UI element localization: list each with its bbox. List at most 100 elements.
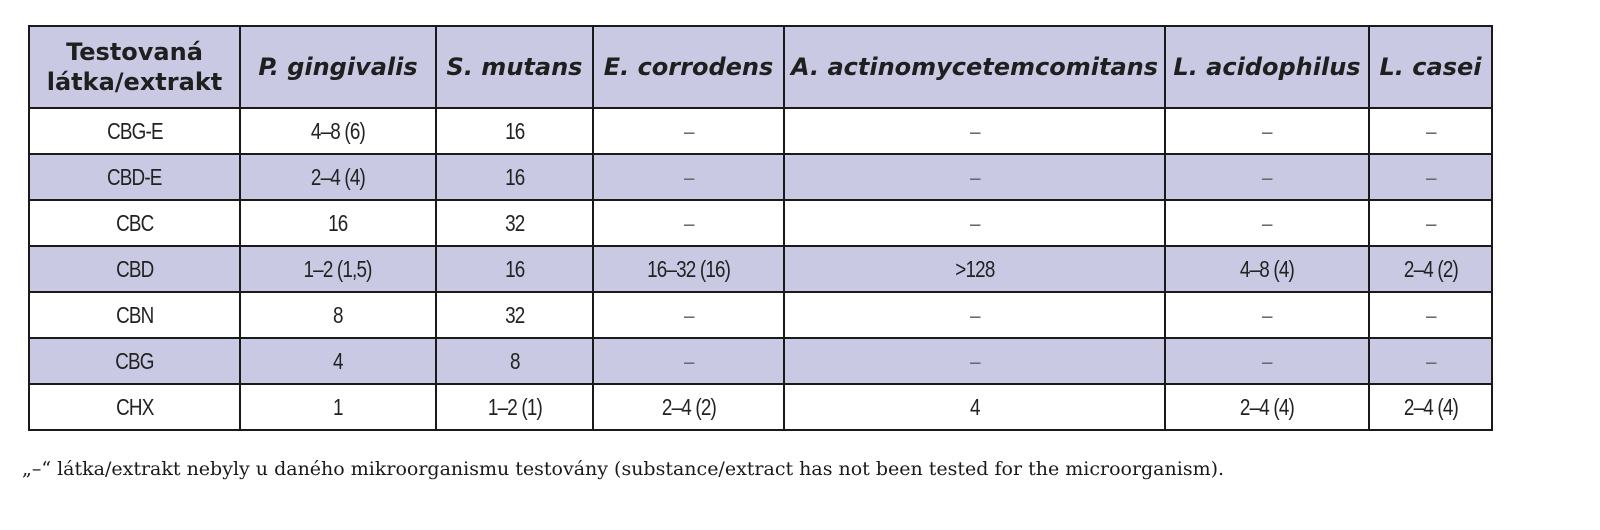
cell-text: –: [1262, 117, 1272, 144]
table-cell: 2–4 (2): [592, 383, 785, 431]
table-row: CBG 4 8 – – – –: [28, 337, 1493, 385]
header-l-acidophilus: L. acidophilus: [1164, 25, 1370, 109]
table-row: CHX 1 1–2 (1) 2–4 (2) 4 2–4 (4) 2–4 (4): [28, 383, 1493, 431]
cell-text: 4: [969, 393, 980, 420]
table-row: CBD 1–2 (1,5) 16 16–32 (16) >128 4–8 (4)…: [28, 245, 1493, 293]
cell-text: 16: [504, 255, 525, 282]
table-cell: 32: [435, 199, 594, 247]
header-e-corrodens: E. corrodens: [592, 25, 785, 109]
cell-text: –: [683, 163, 694, 190]
cell-text: 1–2 (1): [487, 393, 542, 420]
table-cell: –: [783, 337, 1166, 385]
table-cell-substance: CBD: [28, 245, 241, 293]
cell-text: –: [969, 209, 980, 236]
cell-text: –: [969, 117, 980, 144]
cell-text: –: [969, 301, 980, 328]
cell-text: 2–4 (4): [1403, 393, 1458, 420]
table-cell: 2–4 (4): [239, 153, 437, 201]
cell-text: CBG-E: [106, 117, 163, 144]
table-cell: –: [592, 107, 785, 155]
cell-text: –: [1425, 163, 1436, 190]
table-cell: –: [783, 153, 1166, 201]
header-tested-substance: Testovaná látka/extrakt: [28, 25, 241, 109]
table-cell-substance: CBD-E: [28, 153, 241, 201]
cell-text: –: [1262, 163, 1272, 190]
cell-text: 16: [328, 209, 348, 236]
header-p-gingivalis: P. gingivalis: [239, 25, 437, 109]
cell-text: –: [969, 347, 980, 374]
cell-text: 8: [509, 347, 520, 374]
table-cell: 16: [239, 199, 437, 247]
table-cell: –: [1164, 337, 1370, 385]
table-row: CBN 8 32 – – – –: [28, 291, 1493, 339]
cell-text: CBD: [115, 255, 154, 282]
table-footnote: „–“ látka/extrakt nebyly u daného mikroo…: [22, 458, 1225, 480]
cell-text: CHX: [115, 393, 154, 420]
table-cell: 1–2 (1): [435, 383, 594, 431]
table-cell: –: [592, 199, 785, 247]
table-cell: 32: [435, 291, 594, 339]
table-cell: >128: [783, 245, 1166, 293]
table-cell: 2–4 (4): [1368, 383, 1493, 431]
table-cell: –: [783, 107, 1166, 155]
cell-text: 16: [504, 117, 525, 144]
table-cell: –: [1368, 107, 1493, 155]
header-l-casei: L. casei: [1368, 25, 1493, 109]
mic-results-table: Testovaná látka/extrakt P. gingivalis S.…: [28, 25, 1493, 431]
table-cell: –: [1164, 291, 1370, 339]
table-cell: 4: [783, 383, 1166, 431]
cell-text: 2–4 (2): [1403, 255, 1458, 282]
cell-text: –: [1262, 301, 1272, 328]
table-cell: 1: [239, 383, 437, 431]
cell-text: 4–8 (6): [310, 117, 366, 144]
cell-text: –: [683, 301, 694, 328]
cell-text: CBC: [115, 209, 154, 236]
cell-text: 16–32 (16): [646, 255, 731, 282]
cell-text: –: [1262, 209, 1272, 236]
table-cell: –: [1164, 153, 1370, 201]
cell-text: CBG: [115, 347, 154, 374]
cell-text: CBN: [115, 301, 154, 328]
table-cell: –: [592, 291, 785, 339]
cell-text: –: [1425, 347, 1436, 374]
cell-text: 1–2 (1,5): [303, 255, 373, 282]
cell-text: –: [683, 209, 694, 236]
table-cell: 1–2 (1,5): [239, 245, 437, 293]
cell-text: 8: [333, 301, 343, 328]
table-cell: –: [1368, 337, 1493, 385]
header-s-mutans: S. mutans: [435, 25, 594, 109]
cell-text: –: [1425, 117, 1436, 144]
cell-text: 2–4 (4): [310, 163, 366, 190]
table-cell: 2–4 (2): [1368, 245, 1493, 293]
table-cell-substance: CBC: [28, 199, 241, 247]
table-header-row: Testovaná látka/extrakt P. gingivalis S.…: [28, 25, 1493, 109]
table-cell: 16–32 (16): [592, 245, 785, 293]
table-cell: 16: [435, 107, 594, 155]
cell-text: CBD-E: [107, 163, 162, 190]
cell-text: 2–4 (2): [661, 393, 716, 420]
table-cell: 4–8 (6): [239, 107, 437, 155]
table-cell: –: [1368, 291, 1493, 339]
cell-text: 32: [504, 301, 525, 328]
table-cell: –: [592, 337, 785, 385]
table-cell: 16: [435, 153, 594, 201]
table-cell: –: [592, 153, 785, 201]
table-cell-substance: CHX: [28, 383, 241, 431]
table-cell-substance: CBG-E: [28, 107, 241, 155]
table-cell: 8: [435, 337, 594, 385]
cell-text: –: [1262, 347, 1272, 374]
table-cell: –: [783, 199, 1166, 247]
table-cell: 8: [239, 291, 437, 339]
table-cell: –: [783, 291, 1166, 339]
table-row: CBG-E 4–8 (6) 16 – – – –: [28, 107, 1493, 155]
cell-text: 4–8 (4): [1239, 255, 1295, 282]
table-cell: –: [1164, 107, 1370, 155]
cell-text: 32: [504, 209, 525, 236]
table-cell-substance: CBN: [28, 291, 241, 339]
header-a-actinomycetemcomitans: A. actinomycetemcomitans: [783, 25, 1166, 109]
table-cell: 16: [435, 245, 594, 293]
cell-text: 1: [333, 393, 343, 420]
cell-text: >128: [954, 255, 995, 282]
cell-text: 2–4 (4): [1239, 393, 1295, 420]
table-cell: 2–4 (4): [1164, 383, 1370, 431]
